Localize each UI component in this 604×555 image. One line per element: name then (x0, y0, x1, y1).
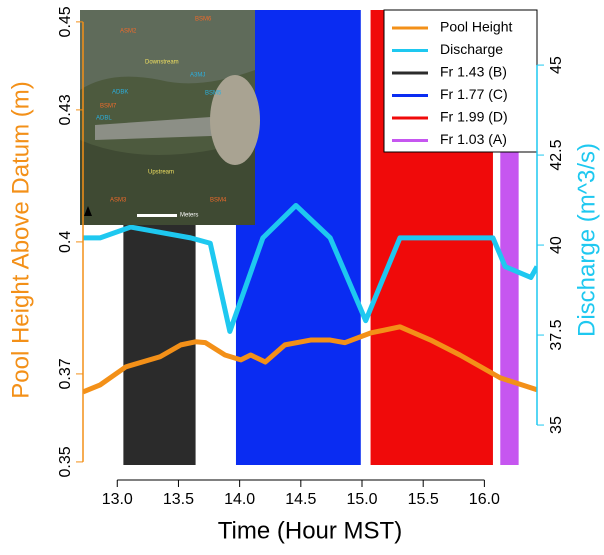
inset-label: BSM7 (100, 104, 117, 110)
legend-label: Fr 1.77 (C) (440, 86, 508, 102)
inset-label: BSM5 (205, 91, 222, 97)
inset-label: Meters (180, 213, 198, 219)
inset-label: ASM2 (120, 29, 137, 35)
x-tick-label: 13.0 (102, 491, 133, 508)
legend-label: Fr 1.43 (B) (440, 64, 507, 80)
y2-tick-label: 42.5 (548, 139, 565, 170)
x-tick-label: 14.0 (224, 491, 255, 508)
x-tick-label: 15.5 (408, 491, 439, 508)
legend-label: Fr 1.03 (A) (440, 131, 507, 147)
inset-bank (210, 75, 260, 165)
x-axis-title: Time (Hour MST) (218, 517, 402, 544)
x-tick-label: 16.0 (469, 491, 500, 508)
y-tick-label: 0.35 (57, 446, 74, 477)
inset-label: Downstream (145, 60, 179, 66)
legend: Pool Height Discharge Fr 1.43 (B) Fr 1.77 (… (384, 10, 537, 152)
y-tick-label: 0.4 (57, 231, 74, 253)
y2-tick-label: 37.5 (548, 319, 565, 350)
inset-label: BSM4 (210, 198, 227, 204)
inset-map: ASM2 BSM6 Downstream A3MJ BSM5 ADBK BSM7 ADBL Up… (80, 10, 260, 225)
y-axis-title: Pool Height Above Datum (m) (7, 81, 34, 398)
x-tick-label: 13.5 (163, 491, 194, 508)
inset-label: ASM3 (110, 198, 127, 204)
inset-label: ADBL (96, 116, 112, 122)
y2-tick-label: 40 (548, 236, 565, 254)
inset-scale-bar (137, 214, 177, 217)
y-tick-label: 0.37 (57, 358, 74, 389)
chart: ASM2 BSM6 Downstream A3MJ BSM5 ADBK BSM7 ADBL Up… (0, 0, 604, 550)
inset-label: ADBK (112, 90, 128, 96)
inset-label: A3MJ (190, 73, 205, 79)
inset-label: Upstream (148, 170, 174, 176)
legend-label: Discharge (440, 41, 503, 57)
legend-label: Fr 1.99 (D) (440, 109, 508, 125)
y-tick-label: 0.43 (57, 94, 74, 125)
y2-tick-label: 35 (548, 416, 565, 434)
y2-axis-title: Discharge (m^3/s) (573, 143, 600, 337)
y-tick-label: 0.45 (57, 6, 74, 37)
inset-label: BSM6 (195, 17, 212, 23)
x-tick-label: 15.0 (346, 491, 377, 508)
y2-tick-label: 45 (548, 56, 565, 74)
legend-label: Pool Height (440, 19, 512, 35)
x-tick-label: 14.5 (285, 491, 316, 508)
